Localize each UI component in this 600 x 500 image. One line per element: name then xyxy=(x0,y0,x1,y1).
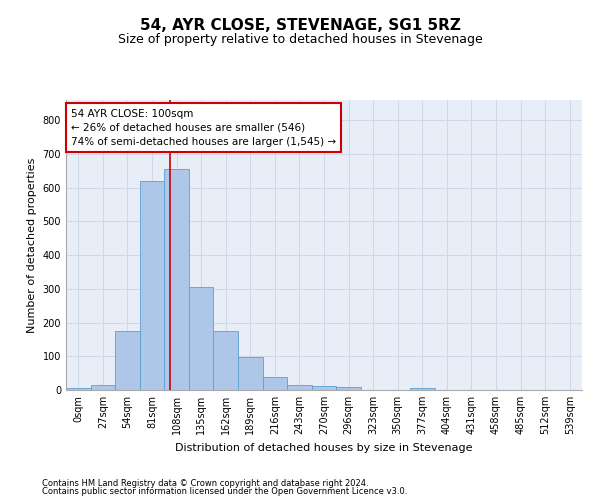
Bar xyxy=(214,331,238,390)
Bar xyxy=(410,388,434,390)
Bar xyxy=(91,386,115,390)
Bar xyxy=(115,331,140,390)
Bar xyxy=(312,386,336,390)
Text: Contains public sector information licensed under the Open Government Licence v3: Contains public sector information licen… xyxy=(42,487,407,496)
Bar xyxy=(66,388,91,390)
Bar xyxy=(238,358,263,390)
Text: 54, AYR CLOSE, STEVENAGE, SG1 5RZ: 54, AYR CLOSE, STEVENAGE, SG1 5RZ xyxy=(140,18,460,32)
Bar xyxy=(263,376,287,390)
Y-axis label: Number of detached properties: Number of detached properties xyxy=(27,158,37,332)
Bar xyxy=(164,169,189,390)
Bar xyxy=(189,287,214,390)
Text: Contains HM Land Registry data © Crown copyright and database right 2024.: Contains HM Land Registry data © Crown c… xyxy=(42,478,368,488)
Bar xyxy=(140,181,164,390)
Text: Size of property relative to detached houses in Stevenage: Size of property relative to detached ho… xyxy=(118,32,482,46)
Text: 54 AYR CLOSE: 100sqm
← 26% of detached houses are smaller (546)
74% of semi-deta: 54 AYR CLOSE: 100sqm ← 26% of detached h… xyxy=(71,108,336,146)
Bar xyxy=(336,388,361,390)
X-axis label: Distribution of detached houses by size in Stevenage: Distribution of detached houses by size … xyxy=(175,442,473,452)
Bar xyxy=(287,385,312,390)
